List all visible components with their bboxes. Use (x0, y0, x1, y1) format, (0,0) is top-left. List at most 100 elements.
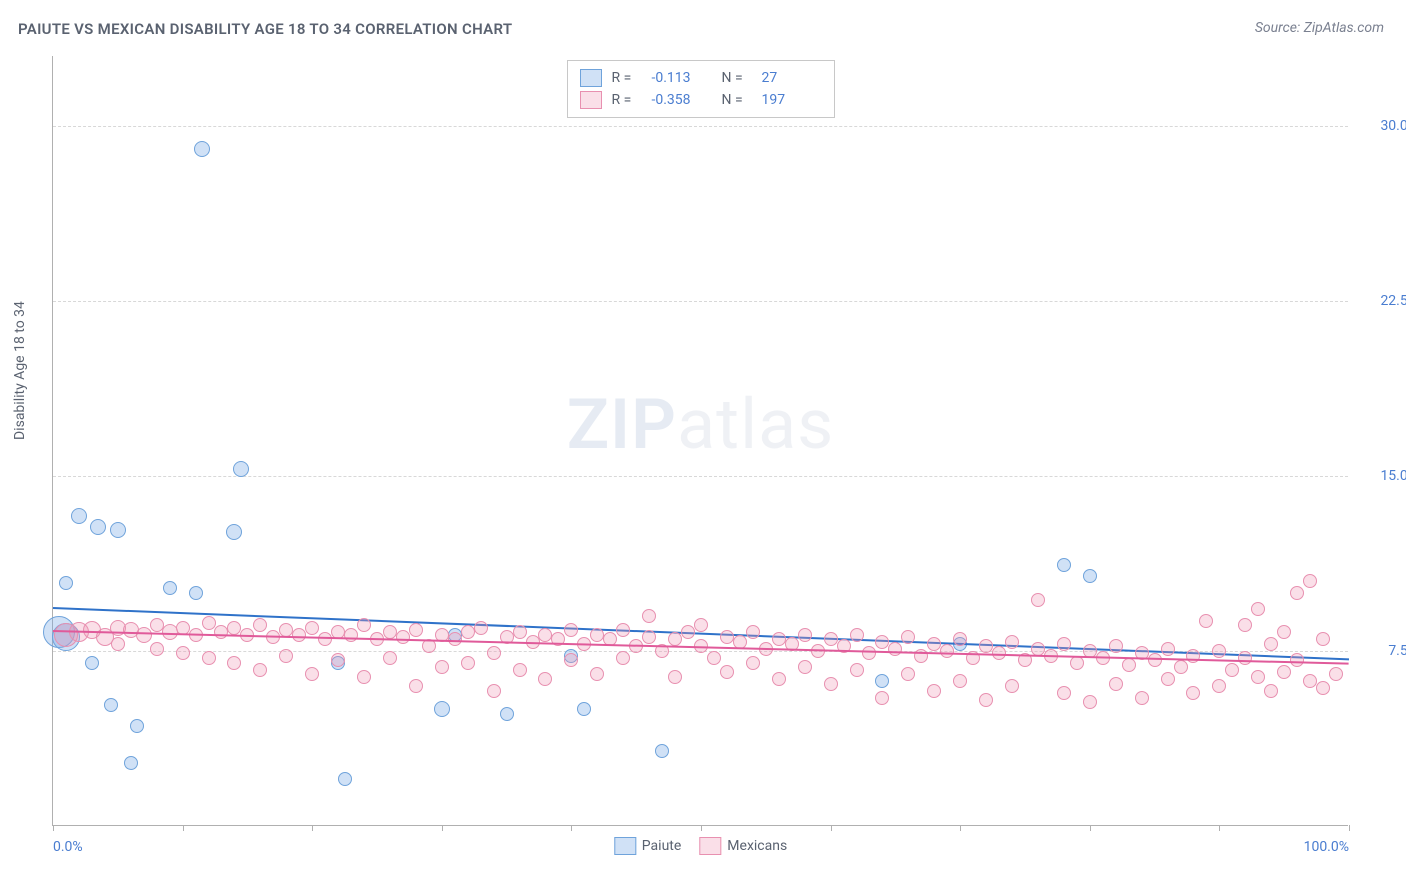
data-point (110, 522, 126, 538)
data-point (226, 524, 242, 540)
data-point (85, 656, 99, 670)
data-point (1161, 672, 1175, 686)
data-point (189, 586, 203, 600)
data-point (901, 630, 915, 644)
data-point (513, 663, 527, 677)
data-point (888, 642, 902, 656)
x-tick (442, 825, 443, 831)
data-point (746, 625, 760, 639)
data-point (227, 621, 241, 635)
data-point (590, 628, 604, 642)
data-point (305, 621, 319, 635)
source-attribution: Source: ZipAtlas.com (1255, 20, 1384, 36)
data-point (409, 623, 423, 637)
data-point (564, 623, 578, 637)
x-tick (960, 825, 961, 831)
chart-container: PAIUTE VS MEXICAN DISABILITY AGE 18 TO 3… (0, 0, 1406, 892)
data-point (1225, 663, 1239, 677)
swatch-mexicans (580, 91, 602, 109)
legend-row-mexicans: R = -0.358 N = 197 (580, 89, 822, 111)
data-point (59, 576, 73, 590)
x-tick (571, 825, 572, 831)
data-point (1031, 642, 1045, 656)
y-tick-label: 15.0% (1380, 468, 1406, 484)
data-point (163, 581, 177, 595)
data-point (538, 628, 552, 642)
data-point (461, 625, 475, 639)
data-point (707, 651, 721, 665)
data-point (1109, 639, 1123, 653)
data-point (772, 632, 786, 646)
data-point (136, 627, 152, 643)
data-point (124, 756, 138, 770)
data-point (1148, 653, 1162, 667)
data-point (487, 684, 501, 698)
data-point (655, 744, 669, 758)
data-point (681, 625, 695, 639)
data-point (927, 684, 941, 698)
data-point (1083, 695, 1097, 709)
data-point (1251, 602, 1265, 616)
chart-title: PAIUTE VS MEXICAN DISABILITY AGE 18 TO 3… (18, 20, 512, 38)
data-point (434, 701, 450, 717)
data-point (850, 628, 864, 642)
data-point (798, 628, 812, 642)
x-tick (53, 825, 54, 831)
data-point (487, 646, 501, 660)
legend-r-value-paiute: -0.113 (652, 70, 712, 86)
swatch-paiute-bottom (614, 837, 636, 855)
data-point (824, 677, 838, 691)
x-tick (1219, 825, 1220, 831)
data-point (720, 630, 734, 644)
data-point (1238, 618, 1252, 632)
data-point (1277, 625, 1291, 639)
data-point (1238, 651, 1252, 665)
data-point (253, 618, 267, 632)
x-tick (831, 825, 832, 831)
data-point (1303, 674, 1317, 688)
x-tick (701, 825, 702, 831)
data-point (1005, 635, 1019, 649)
data-point (940, 644, 954, 658)
data-point (642, 609, 656, 623)
data-point (194, 141, 210, 157)
data-point (979, 693, 993, 707)
data-point (1057, 637, 1071, 651)
data-point (1329, 667, 1343, 681)
data-point (1264, 637, 1278, 651)
data-point (357, 618, 371, 632)
data-point (953, 632, 967, 646)
data-point (875, 635, 889, 649)
legend-n-value-mexicans: 197 (762, 92, 822, 108)
data-point (318, 632, 332, 646)
data-point (668, 632, 682, 646)
data-point (1122, 658, 1136, 672)
data-point (1212, 679, 1226, 693)
data-point (1212, 644, 1226, 658)
swatch-paiute (580, 69, 602, 87)
x-tick (1349, 825, 1350, 831)
legend-label-paiute: Paiute (642, 838, 682, 854)
data-point (746, 656, 760, 670)
x-tick (1090, 825, 1091, 831)
data-point (71, 508, 87, 524)
data-point (590, 667, 604, 681)
chart-plot-area: ZIPatlas R = -0.113 N = 27 R = -0.358 N … (52, 56, 1348, 826)
data-point (720, 665, 734, 679)
grid-line (53, 476, 1348, 477)
data-point (1161, 642, 1175, 656)
data-point (1199, 614, 1213, 628)
legend-n-value-paiute: 27 (762, 70, 822, 86)
y-tick-label: 22.5% (1380, 293, 1406, 309)
data-point (564, 653, 578, 667)
data-point (176, 646, 190, 660)
data-point (694, 618, 708, 632)
data-point (616, 623, 630, 637)
data-point (233, 461, 249, 477)
data-point (227, 656, 241, 670)
data-point (202, 651, 216, 665)
data-point (1316, 681, 1330, 695)
legend-r-label: R = (612, 70, 642, 86)
data-point (104, 698, 118, 712)
grid-line (53, 301, 1348, 302)
